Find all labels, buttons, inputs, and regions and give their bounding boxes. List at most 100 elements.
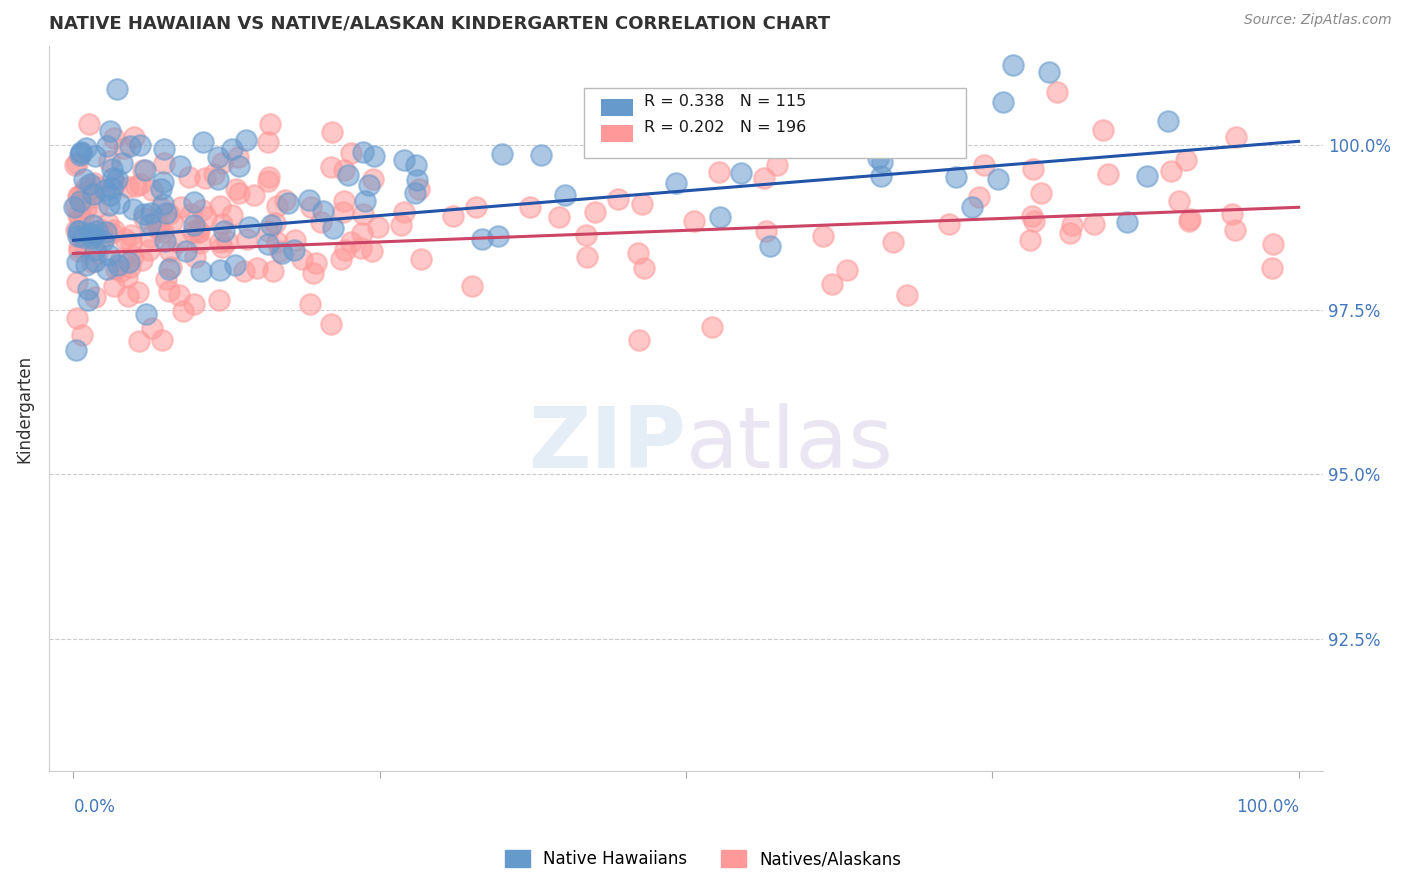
Point <box>319 317 342 331</box>
Point <box>665 177 688 191</box>
Point <box>811 228 834 243</box>
Point <box>274 194 297 208</box>
Point <box>153 155 176 169</box>
Point <box>1021 162 1043 177</box>
Point <box>266 199 288 213</box>
Point <box>77 293 100 308</box>
Point <box>441 209 464 223</box>
Point <box>183 297 205 311</box>
Point <box>1178 214 1201 228</box>
Point <box>264 216 287 230</box>
Point <box>1175 153 1198 167</box>
Point <box>754 171 776 186</box>
Point <box>65 158 87 172</box>
Point <box>184 250 207 264</box>
Point <box>1019 234 1042 248</box>
Point <box>188 225 211 239</box>
Point <box>837 262 859 277</box>
Point <box>259 218 281 232</box>
Point <box>357 178 380 192</box>
Point <box>228 159 250 173</box>
Point <box>83 228 105 243</box>
Point <box>66 275 89 289</box>
Point <box>120 139 142 153</box>
Point <box>162 214 184 228</box>
Point <box>96 262 118 277</box>
Point <box>97 154 120 169</box>
Point <box>82 187 104 202</box>
Point <box>194 170 217 185</box>
Point <box>1083 218 1105 232</box>
Point <box>129 177 152 191</box>
Point <box>973 157 995 171</box>
Point <box>117 179 139 194</box>
Point <box>96 139 118 153</box>
Point <box>101 170 124 185</box>
Point <box>238 220 260 235</box>
Point <box>340 145 363 160</box>
Point <box>79 177 101 191</box>
Point <box>633 140 655 154</box>
Point <box>967 190 990 204</box>
Point <box>152 225 174 239</box>
Point <box>208 293 231 308</box>
Point <box>83 253 105 268</box>
Point <box>191 202 214 217</box>
Text: atlas: atlas <box>686 403 894 486</box>
Point <box>766 158 789 172</box>
Point <box>1261 237 1284 252</box>
Point <box>186 222 208 236</box>
Point <box>86 246 108 260</box>
Point <box>627 333 650 347</box>
Point <box>682 214 704 228</box>
Point <box>707 164 730 178</box>
Point <box>363 149 385 163</box>
Point <box>1097 167 1119 181</box>
Point <box>190 264 212 278</box>
Point <box>470 232 492 246</box>
Point <box>101 162 124 177</box>
Point <box>332 205 354 219</box>
Point <box>103 222 125 236</box>
Point <box>257 174 280 188</box>
Point <box>1136 169 1159 183</box>
Point <box>72 230 94 244</box>
Point <box>291 252 314 266</box>
Point <box>271 246 294 260</box>
Point <box>83 177 105 191</box>
Point <box>207 171 229 186</box>
Point <box>211 155 233 169</box>
Point <box>77 117 100 131</box>
Point <box>1220 207 1243 221</box>
Point <box>120 260 142 274</box>
Point <box>141 183 163 197</box>
Point <box>122 202 145 217</box>
Point <box>170 200 193 214</box>
Point <box>256 225 278 239</box>
Point <box>730 166 752 180</box>
Point <box>277 196 299 211</box>
Text: NATIVE HAWAIIAN VS NATIVE/ALASKAN KINDERGARTEN CORRELATION CHART: NATIVE HAWAIIAN VS NATIVE/ALASKAN KINDER… <box>49 15 830 33</box>
Point <box>283 244 305 258</box>
Point <box>150 201 173 215</box>
Point <box>152 197 174 211</box>
Text: R = 0.338   N = 115: R = 0.338 N = 115 <box>644 94 806 109</box>
Point <box>269 244 291 258</box>
Point <box>352 207 374 221</box>
Point <box>575 228 598 243</box>
Point <box>160 260 183 274</box>
Point <box>305 256 328 270</box>
Point <box>758 239 780 253</box>
Point <box>112 141 135 155</box>
Point <box>86 224 108 238</box>
Point <box>309 215 332 229</box>
Point <box>122 249 145 263</box>
Point <box>65 156 87 170</box>
Point <box>870 155 893 169</box>
Point <box>333 194 356 208</box>
Point <box>1038 64 1060 78</box>
Point <box>367 220 389 235</box>
Point <box>333 163 356 178</box>
Point <box>207 150 229 164</box>
Point <box>128 334 150 349</box>
